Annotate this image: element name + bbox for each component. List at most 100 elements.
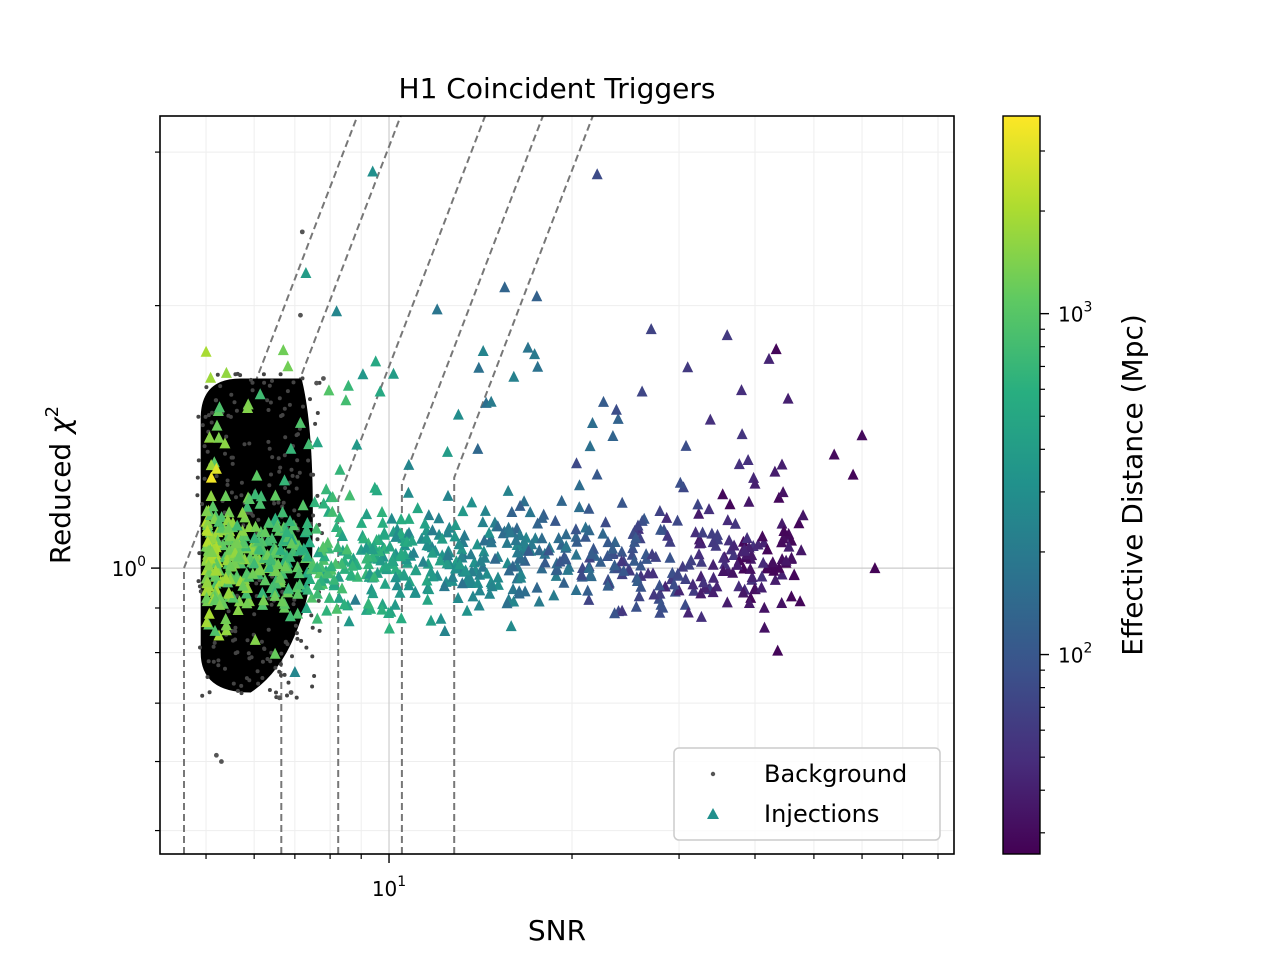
injection-point: [219, 437, 231, 449]
injection-point: [793, 517, 805, 529]
injection-point: [304, 536, 316, 548]
injection-point: [780, 554, 792, 566]
injection-point: [465, 548, 477, 560]
injection-point: [460, 564, 472, 576]
background-point: [266, 596, 271, 601]
background-point: [198, 589, 203, 594]
injection-point: [378, 526, 390, 538]
injection-point: [459, 529, 470, 541]
injection-point: [682, 606, 694, 618]
injection-point: [489, 552, 501, 564]
background-point: [197, 584, 202, 589]
injection-point: [302, 583, 314, 595]
injection-point: [249, 633, 261, 645]
injection-point: [570, 548, 582, 560]
injection-point: [768, 564, 780, 576]
background-point: [261, 372, 266, 377]
injection-point: [395, 513, 407, 525]
injection-point: [749, 477, 761, 489]
background-point: [231, 681, 236, 686]
injection-point: [201, 524, 213, 536]
injection-point: [695, 610, 707, 622]
injection-point: [254, 497, 266, 509]
injection-point: [331, 305, 343, 317]
injection-point: [635, 559, 647, 571]
injection-point: [708, 571, 719, 583]
background-point: [214, 474, 219, 479]
background-point: [235, 650, 240, 655]
injection-point: [788, 569, 800, 581]
injection-point: [321, 604, 333, 616]
injection-point: [610, 403, 622, 415]
injection-point: [220, 572, 232, 584]
injection-point: [632, 519, 644, 531]
injection-point: [379, 577, 391, 589]
injection-point: [776, 536, 788, 548]
background-point: [260, 676, 265, 680]
injection-point: [270, 564, 282, 576]
background-point: [294, 486, 299, 491]
y-axis-label: Reduced χ2: [42, 406, 77, 564]
background-point: [233, 625, 238, 630]
background-point: [278, 465, 283, 470]
injection-point: [733, 580, 745, 592]
injection-point: [486, 580, 498, 592]
axis-ticks: 101 100: [112, 151, 939, 901]
background-point: [269, 472, 273, 477]
injection-point: [586, 547, 598, 559]
injection-point: [358, 532, 370, 544]
injection-point: [492, 571, 504, 583]
injection-point: [285, 442, 297, 454]
injection-point: [570, 530, 582, 542]
injection-point: [233, 550, 245, 562]
injection-point: [419, 517, 431, 529]
injection-point: [474, 584, 486, 596]
injection-point: [374, 385, 386, 397]
injection-point: [220, 613, 232, 624]
background-point: [282, 453, 287, 458]
injection-point: [717, 488, 729, 500]
injection-point: [452, 408, 464, 420]
background-point: [225, 478, 230, 483]
injection-point: [585, 570, 597, 582]
injection-point: [628, 554, 640, 566]
injection-point: [756, 530, 768, 542]
background-point: [299, 638, 304, 643]
injection-point: [782, 392, 794, 404]
injection-point: [279, 474, 290, 486]
injection-point: [473, 361, 485, 373]
background-point: [205, 449, 210, 454]
injection-point: [301, 602, 312, 613]
injection-point: [690, 526, 702, 538]
injection-point: [269, 589, 281, 601]
colorbar: [1002, 115, 1041, 855]
injection-point: [269, 647, 281, 659]
injection-point: [377, 516, 389, 528]
injection-point: [759, 621, 770, 633]
injection-point: [380, 560, 392, 572]
background-point: [286, 680, 291, 685]
background-point: [250, 380, 255, 385]
background-point: [204, 385, 209, 390]
injection-point: [326, 505, 338, 517]
injection-point: [368, 570, 380, 582]
injection-point: [256, 586, 268, 598]
injection-point: [284, 550, 296, 562]
injection-point: [674, 476, 686, 488]
injection-point: [214, 401, 225, 413]
injection-point: [472, 442, 484, 454]
background-point: [277, 469, 282, 474]
background-point: [228, 414, 233, 419]
injection-point: [406, 534, 418, 546]
injection-point: [695, 555, 707, 567]
background-point: [270, 455, 275, 460]
injection-point: [598, 395, 609, 407]
injection-point: [769, 465, 781, 477]
injection-point: [286, 537, 298, 549]
injection-point: [642, 567, 654, 579]
injection-point: [758, 601, 770, 613]
injection-point: [301, 550, 313, 562]
background-point: [289, 467, 294, 472]
injection-point: [661, 511, 673, 523]
injection-point: [376, 506, 388, 517]
